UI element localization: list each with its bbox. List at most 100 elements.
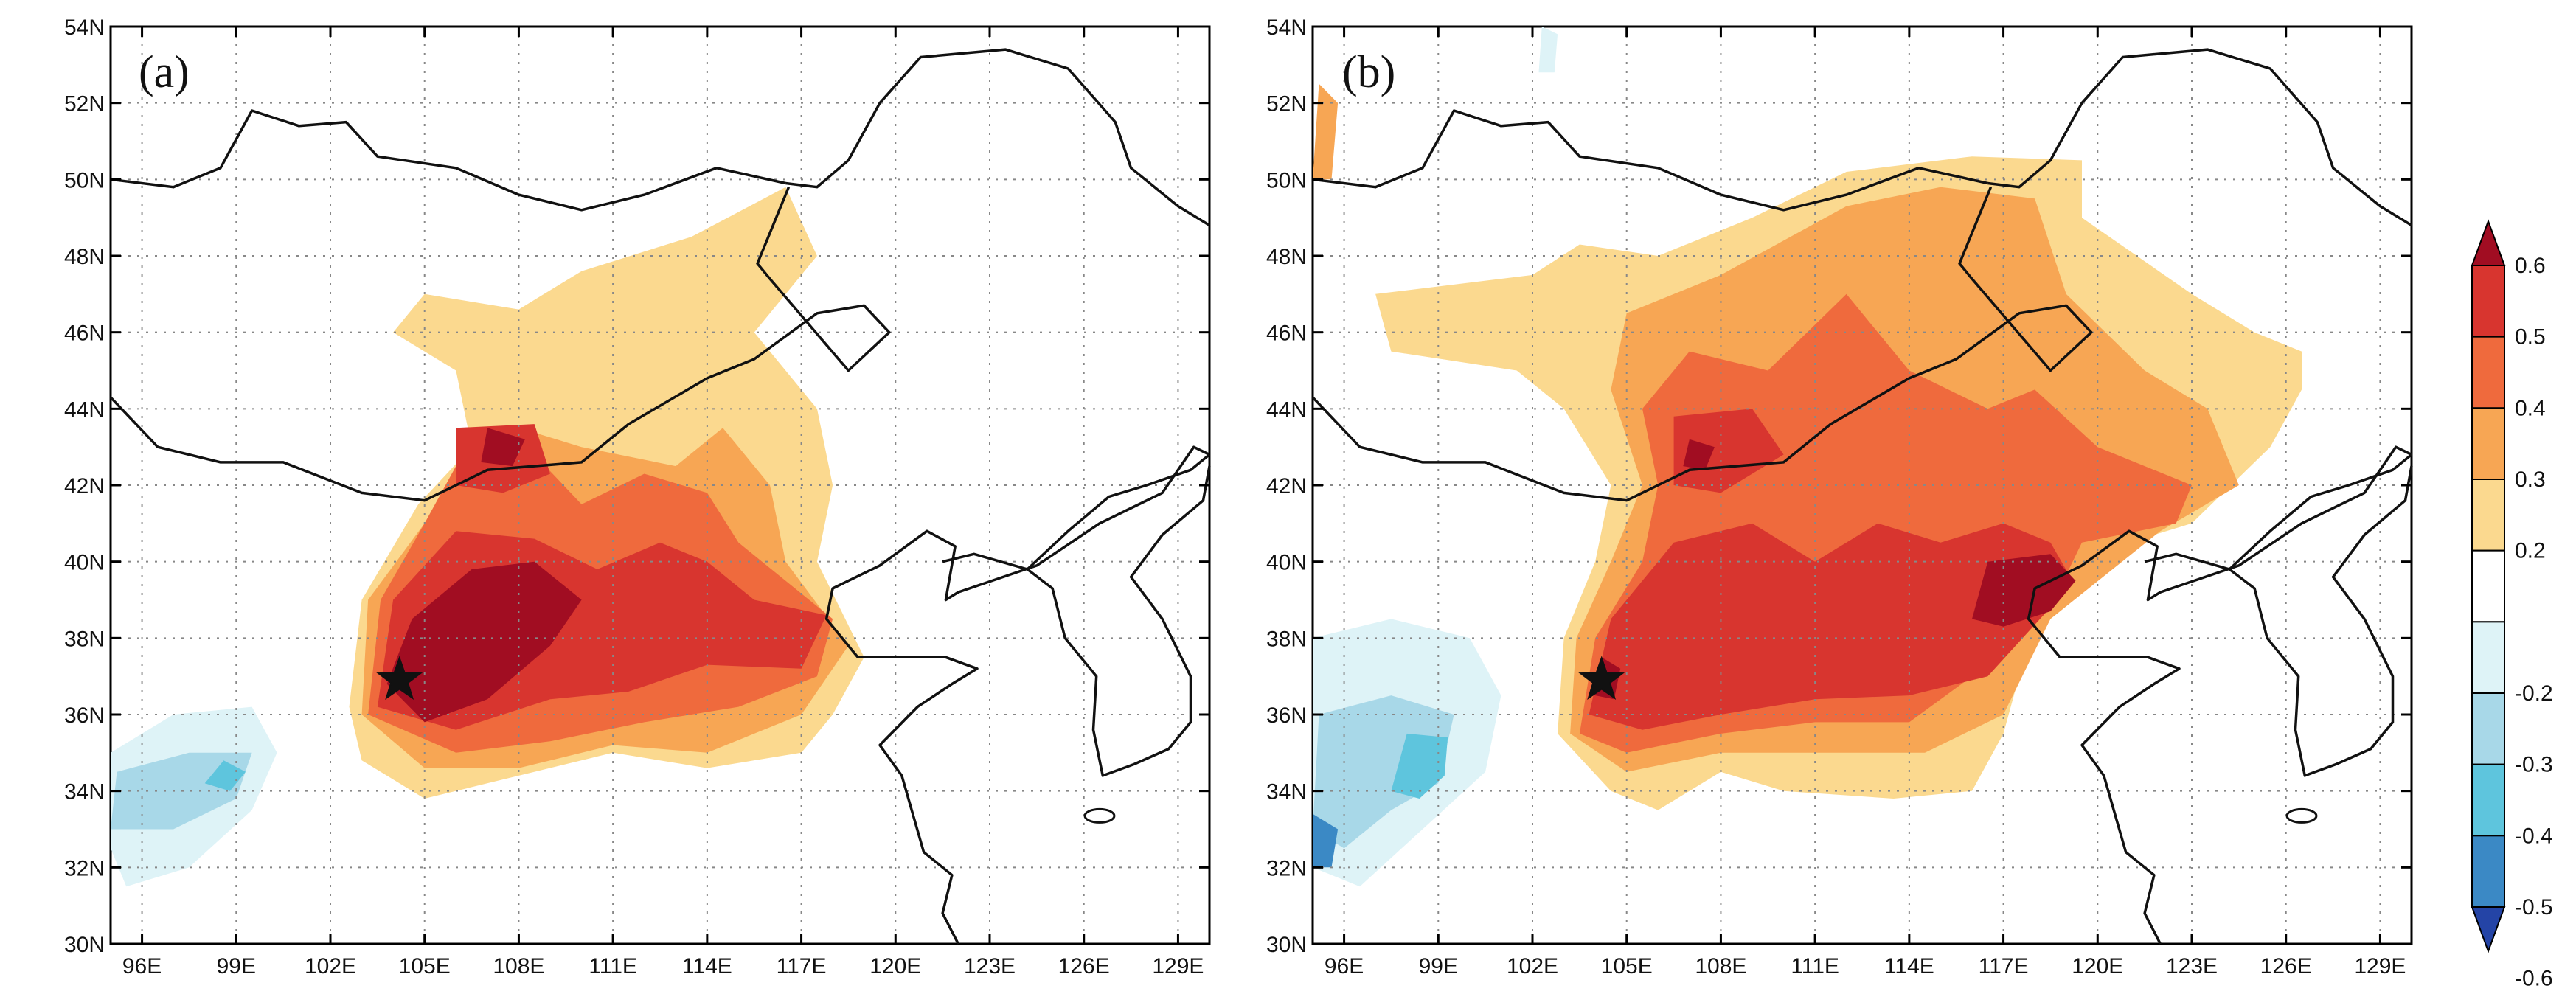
tick-label-lon-a-1: 99E bbox=[217, 954, 256, 979]
map-panel-b: 96E 99E 102E 105E 108E 111E 114E 117E 120E 123E 12… bbox=[1266, 15, 2413, 979]
colorbar-segment-4 bbox=[2471, 479, 2505, 552]
anomaly-region-a-5 bbox=[204, 760, 246, 791]
anomaly-region-b-9 bbox=[1673, 409, 1784, 493]
tick-label-lat-b-6: 42N bbox=[1266, 474, 1307, 498]
tick-label-lat-a-4: 38N bbox=[64, 627, 105, 651]
tick-label-lon-b-1: 99E bbox=[1419, 954, 1458, 979]
colorbar-segment-9 bbox=[2471, 835, 2505, 908]
island-jeju-a bbox=[1083, 807, 1116, 824]
border-china-korea-b bbox=[2144, 453, 2413, 571]
tick-label-lon-a-6: 114E bbox=[682, 954, 732, 979]
border-china-coast-b bbox=[2027, 445, 2412, 945]
anomaly-region-a-8 bbox=[386, 561, 582, 723]
colorbar-segment-6 bbox=[2471, 621, 2505, 694]
tick-label-lon-a-3: 105E bbox=[399, 954, 451, 979]
tick-label-lat-b-7: 44N bbox=[1266, 397, 1307, 422]
colorbar-label-8: -0.5 bbox=[2515, 895, 2553, 920]
tick-label-lat-b-0: 30N bbox=[1266, 933, 1307, 957]
tick-label-lon-a-5: 111E bbox=[589, 954, 637, 979]
tick-label-lon-b-4: 108E bbox=[1695, 954, 1746, 979]
colorbar-label-4: 0.2 bbox=[2515, 539, 2546, 563]
colorbar-label-5: -0.2 bbox=[2515, 681, 2553, 706]
tick-label-lat-b-3: 36N bbox=[1266, 703, 1307, 728]
island-jeju-b bbox=[2285, 807, 2318, 824]
tick-label-lon-b-10: 126E bbox=[2260, 954, 2312, 979]
anomaly-field-a bbox=[111, 187, 864, 887]
tick-label-lat-b-5: 40N bbox=[1266, 551, 1307, 575]
tick-label-lat-b-2: 34N bbox=[1266, 780, 1307, 804]
tick-label-lon-b-7: 117E bbox=[1979, 954, 2029, 979]
colorbar-segment-3 bbox=[2471, 407, 2505, 480]
anomaly-region-b-10 bbox=[1313, 813, 1339, 868]
colorbar-segment-2 bbox=[2471, 336, 2505, 409]
colorbar-label-1: 0.5 bbox=[2515, 325, 2546, 350]
tick-label-lat-a-11: 52N bbox=[64, 92, 105, 117]
borders-b bbox=[1311, 48, 2413, 945]
anomaly-region-b-11 bbox=[1972, 554, 2076, 627]
tick-label-lat-a-1: 32N bbox=[64, 856, 105, 880]
border-korean-coast-a bbox=[1027, 465, 1211, 777]
anomaly-region-b-12 bbox=[1683, 439, 1715, 470]
gridlines-b bbox=[1313, 27, 2412, 944]
border-mongolia-russia-b bbox=[1312, 109, 1988, 212]
anomaly-region-b-5 bbox=[1313, 83, 1339, 180]
tick-label-lat-b-12: 54N bbox=[1266, 15, 1307, 40]
station-marker-a bbox=[376, 656, 423, 701]
tick-label-lon-b-5: 111E bbox=[1791, 954, 1839, 979]
colorbar-label-0: 0.6 bbox=[2515, 254, 2546, 278]
anomaly-field-b bbox=[1313, 27, 2302, 887]
colorbar-label-6: -0.3 bbox=[2515, 753, 2553, 777]
colorbar-segment-1 bbox=[2471, 265, 2505, 338]
gridlines-a bbox=[111, 27, 1209, 944]
tick-label-lat-b-11: 52N bbox=[1266, 92, 1307, 117]
tick-label-lon-a-7: 117E bbox=[777, 954, 827, 979]
colorbar-label-2: 0.4 bbox=[2515, 396, 2546, 420]
colorbar-segment-8 bbox=[2471, 763, 2505, 837]
tick-label-lat-b-9: 48N bbox=[1266, 245, 1307, 269]
border-russia-china-northeast-b bbox=[1987, 48, 2412, 226]
tick-label-lon-a-4: 108E bbox=[493, 954, 544, 979]
colorbar: 0.6 0.5 0.4 0.3 0.2 -0.2 -0.3 -0.4 -0.5 -0.6 bbox=[2471, 219, 2553, 991]
anomaly-region-a-9 bbox=[481, 428, 525, 467]
border-china-mongolia-b bbox=[1311, 187, 2093, 502]
tick-label-lat-a-0: 30N bbox=[64, 933, 105, 957]
panel-label-a: (a) bbox=[139, 47, 190, 97]
tick-label-lon-b-2: 102E bbox=[1507, 954, 1558, 979]
tick-label-lon-b-6: 114E bbox=[1884, 954, 1934, 979]
anomaly-region-b-8 bbox=[1589, 523, 2073, 730]
tick-label-lat-a-10: 50N bbox=[64, 168, 105, 192]
tick-label-lat-a-2: 34N bbox=[64, 780, 105, 804]
border-russia-china-northeast-a bbox=[785, 48, 1210, 226]
tick-label-lon-a-0: 96E bbox=[122, 954, 162, 979]
station-star-b bbox=[1578, 656, 1625, 701]
colorbar-segment-7 bbox=[2471, 692, 2505, 765]
station-star-a bbox=[376, 656, 423, 701]
borders-a bbox=[109, 48, 1211, 945]
tick-label-lat-a-5: 40N bbox=[64, 551, 105, 575]
colorbar-label-7: -0.4 bbox=[2515, 824, 2553, 848]
colorbar-segment-5 bbox=[2471, 549, 2505, 623]
tick-label-lat-b-1: 32N bbox=[1266, 856, 1307, 880]
border-china-mongolia-a bbox=[109, 187, 891, 502]
tick-label-lat-b-10: 50N bbox=[1266, 168, 1307, 192]
tick-label-lon-a-9: 123E bbox=[964, 954, 1016, 979]
tick-label-lon-b-8: 120E bbox=[2072, 954, 2123, 979]
colorbar-label-3: 0.3 bbox=[2515, 468, 2546, 492]
tick-label-lon-b-0: 96E bbox=[1325, 954, 1364, 979]
panel-label-b: (b) bbox=[1342, 47, 1395, 97]
colorbar-arrow-bottom bbox=[2471, 906, 2506, 953]
tick-label-lat-b-4: 38N bbox=[1266, 627, 1307, 651]
border-china-coast-a bbox=[824, 445, 1210, 945]
tick-label-lat-b-8: 46N bbox=[1266, 322, 1307, 346]
axis-ticks-a: 96E 99E 102E 105E 108E 111E 114E 117E 120E 123E 12… bbox=[64, 15, 1209, 979]
tick-label-lat-a-12: 54N bbox=[64, 15, 105, 40]
tick-label-lat-a-9: 48N bbox=[64, 245, 105, 269]
tick-label-lon-a-2: 102E bbox=[305, 954, 356, 979]
tick-label-lat-a-6: 42N bbox=[64, 474, 105, 498]
tick-label-lat-a-8: 46N bbox=[64, 322, 105, 346]
tick-label-lat-a-3: 36N bbox=[64, 703, 105, 728]
anomaly-region-b-4 bbox=[1313, 695, 1454, 849]
map-panel-a: 96E 99E 102E 105E 108E 111E 114E 117E 120E 123E 12… bbox=[64, 15, 1211, 979]
anomaly-region-b-7 bbox=[1391, 733, 1448, 799]
